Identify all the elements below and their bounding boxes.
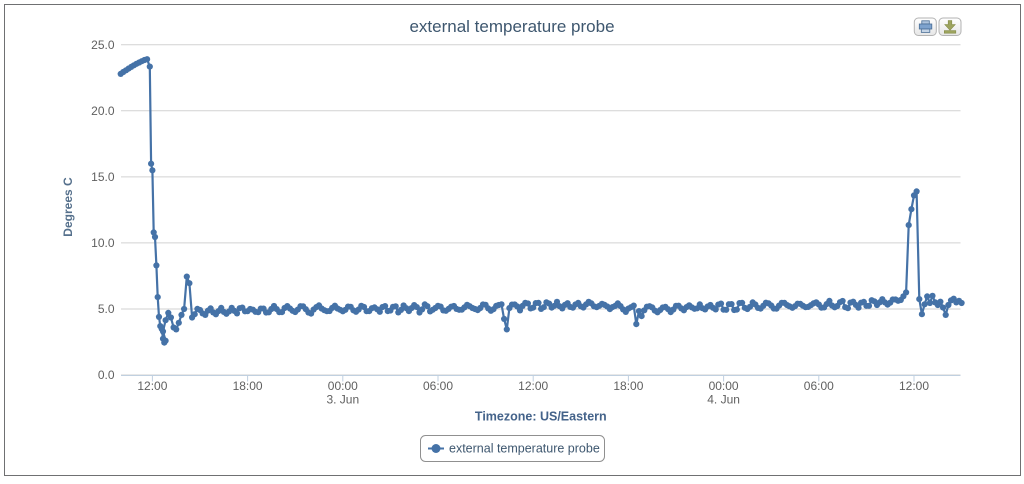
svg-text:4. Jun: 4. Jun [707, 393, 740, 407]
svg-text:12:00: 12:00 [518, 379, 548, 393]
svg-text:Timezone: US/Eastern: Timezone: US/Eastern [475, 410, 607, 424]
svg-text:00:00: 00:00 [709, 379, 739, 393]
svg-text:18:00: 18:00 [233, 379, 263, 393]
svg-text:06:00: 06:00 [423, 379, 453, 393]
svg-text:20.0: 20.0 [91, 104, 115, 118]
svg-text:Degrees C: Degrees C [61, 177, 75, 237]
svg-text:12:00: 12:00 [137, 379, 167, 393]
svg-text:0.0: 0.0 [98, 368, 115, 382]
svg-text:5.0: 5.0 [98, 302, 115, 316]
svg-text:3. Jun: 3. Jun [326, 393, 359, 407]
svg-text:25.0: 25.0 [91, 38, 115, 52]
svg-text:18:00: 18:00 [613, 379, 643, 393]
svg-text:12:00: 12:00 [899, 379, 929, 393]
svg-text:external temperature probe: external temperature probe [449, 442, 600, 456]
svg-text:06:00: 06:00 [804, 379, 834, 393]
svg-text:15.0: 15.0 [91, 170, 115, 184]
svg-text:00:00: 00:00 [328, 379, 358, 393]
svg-text:10.0: 10.0 [91, 236, 115, 250]
svg-text:external temperature probe: external temperature probe [409, 17, 614, 36]
